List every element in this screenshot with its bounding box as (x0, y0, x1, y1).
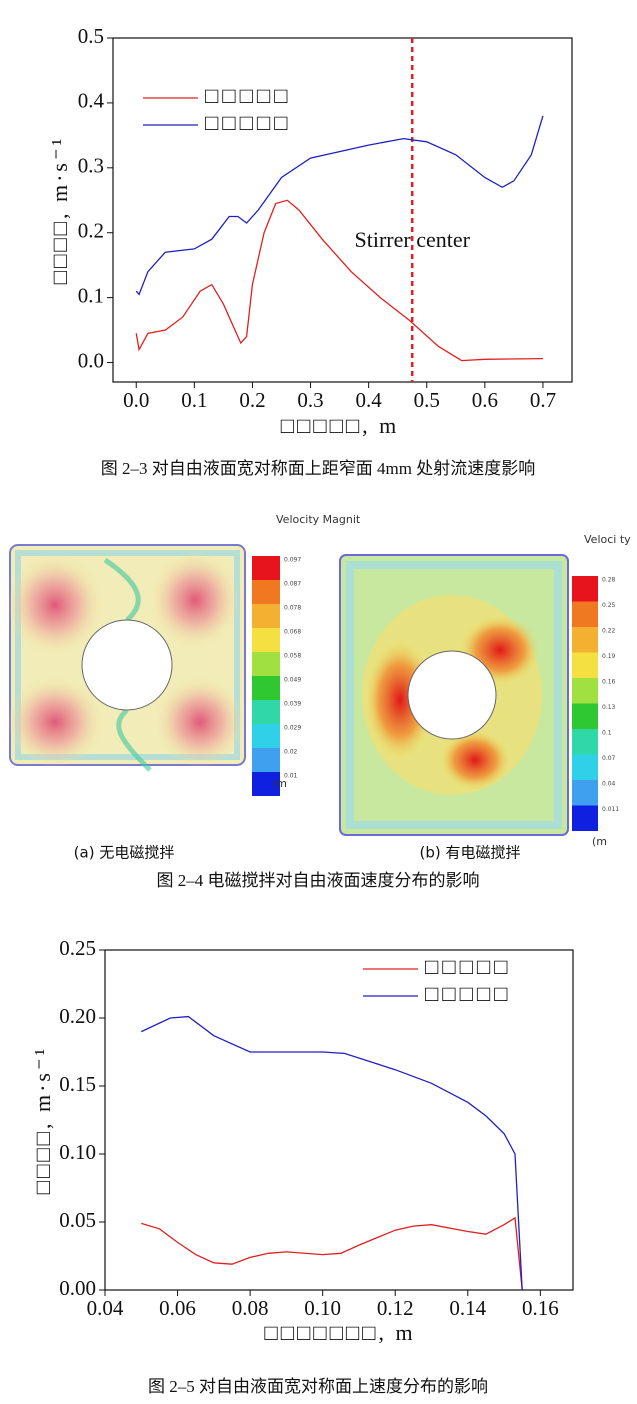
x-tick-label: 0.04 (87, 1296, 124, 1320)
data-line (135, 199, 543, 362)
colorbar-cell (572, 652, 598, 678)
y-axis-label: □□□□, m·s⁻¹ (47, 136, 72, 284)
colorbar-cell (252, 700, 280, 724)
colorbar-cell (572, 703, 598, 729)
colorbar-cell (252, 772, 280, 796)
x-tick-label: 0.06 (159, 1296, 196, 1320)
data-line (141, 1015, 523, 1291)
colorbar-unit: (m (592, 835, 607, 848)
colorbar-cell (252, 652, 280, 676)
x-tick-label: 0.16 (522, 1296, 559, 1320)
colorbar-label: 0.22 (602, 628, 616, 635)
caption: 图 2–4 电磁搅拌对自由液面速度分布的影响 (157, 871, 480, 890)
colorbar-label: 0.02 (284, 749, 298, 756)
y-tick-label: 0.10 (59, 1140, 96, 1164)
colorbar-title: Veloci ty (584, 533, 631, 546)
colorbar-label: 0.16 (602, 679, 616, 686)
legend-label: □□□□□ (205, 83, 291, 108)
colorbar-label: 0.13 (602, 704, 616, 711)
legend-label: □□□□□ (425, 954, 511, 979)
colorbar-label: 0.058 (284, 653, 301, 660)
colorbar-label: 0.04 (602, 781, 616, 788)
plot-frame (104, 949, 574, 1291)
colorbar-cell (252, 628, 280, 652)
x-tick-label: 0.2 (239, 388, 265, 412)
colorbar-label: 0.19 (602, 653, 616, 660)
x-tick-label: 0.4 (356, 388, 383, 412)
y-tick-label: 0.3 (78, 154, 104, 178)
colorbar-label: 0.07 (602, 755, 616, 762)
x-tick-label: 0.7 (530, 388, 556, 412)
caption: 图 2–3 对自由液面宽对称面上距窄面 4mm 处射流速度影响 (101, 459, 535, 478)
colorbar-cell (572, 805, 598, 831)
caption: 图 2–5 对自由液面宽对称面上速度分布的影响 (148, 1377, 488, 1396)
colorbar-cell (252, 604, 280, 628)
x-tick-label: 0.12 (377, 1296, 414, 1320)
legend-label: □□□□□ (205, 110, 291, 135)
colorbar-cell (252, 556, 280, 580)
y-axis-label: □□□□, m·s⁻¹ (30, 1046, 55, 1194)
x-tick-label: 0.5 (414, 388, 440, 412)
colorbar-cell (572, 780, 598, 806)
colorbar-cell (572, 627, 598, 653)
colorbar-cell (572, 729, 598, 755)
colorbar-label: 0.28 (602, 577, 616, 584)
y-tick-label: 0.25 (59, 936, 96, 960)
colorbar-label: 0.049 (284, 677, 301, 684)
colorbar-cell (572, 678, 598, 704)
colorbar-label: 0.097 (284, 557, 301, 564)
velocity-field-a (7, 544, 246, 772)
y-tick-label: 0.00 (59, 1276, 96, 1300)
x-axis-label: □□□□□□□, m (264, 1320, 415, 1345)
colorbar-cell (572, 754, 598, 780)
colorbar-label: 0.01 (284, 773, 298, 780)
x-tick-label: 0.14 (449, 1296, 486, 1320)
x-axis-label: □□□□□, m (281, 413, 400, 438)
colorbar-label: 0.011 (602, 806, 619, 813)
colorbar-cell (252, 580, 280, 604)
y-tick-label: 0.2 (78, 219, 104, 243)
x-tick-label: 0.1 (181, 388, 207, 412)
y-tick-label: 0.5 (78, 24, 104, 48)
colorbar-label: 0.1 (602, 730, 612, 737)
colorbar-label: 0.25 (602, 602, 616, 609)
colorbar-cell (252, 724, 280, 748)
y-tick-label: 0.0 (78, 348, 104, 372)
colorbar-title: Velocity Magnit (276, 513, 361, 526)
y-tick-label: 0.4 (78, 89, 105, 113)
colorbar-cell (252, 676, 280, 700)
legend-label: □□□□□ (425, 981, 511, 1006)
velocity-field-b (339, 554, 569, 836)
x-tick-label: 0.6 (472, 388, 498, 412)
panel-label: (b) 有电磁搅拌 (420, 844, 521, 862)
colorbar-cell (252, 748, 280, 772)
colorbar-label: 0.029 (284, 725, 301, 732)
x-tick-label: 0.08 (232, 1296, 269, 1320)
y-tick-label: 0.05 (59, 1208, 96, 1232)
y-tick-label: 0.1 (78, 283, 104, 307)
y-tick-label: 0.20 (59, 1004, 96, 1028)
data-line (141, 1216, 523, 1291)
colorbar-label: 0.078 (284, 605, 301, 612)
colorbar-cell (572, 601, 598, 627)
colorbar-label: 0.039 (284, 701, 301, 708)
plot-frame (112, 37, 573, 383)
x-tick-label: 0.3 (297, 388, 323, 412)
x-tick-label: 0.0 (123, 388, 149, 412)
annotation-label: Stirrer center (355, 227, 471, 252)
x-tick-label: 0.10 (304, 1296, 341, 1320)
colorbar-label: 0.068 (284, 629, 301, 636)
colorbar-unit: (m (272, 777, 287, 790)
colorbar-label: 0.087 (284, 581, 301, 588)
data-line (135, 115, 544, 296)
y-tick-label: 0.15 (59, 1072, 96, 1096)
colorbar-cell (572, 576, 598, 602)
panel-label: (a) 无电磁搅拌 (74, 844, 175, 862)
